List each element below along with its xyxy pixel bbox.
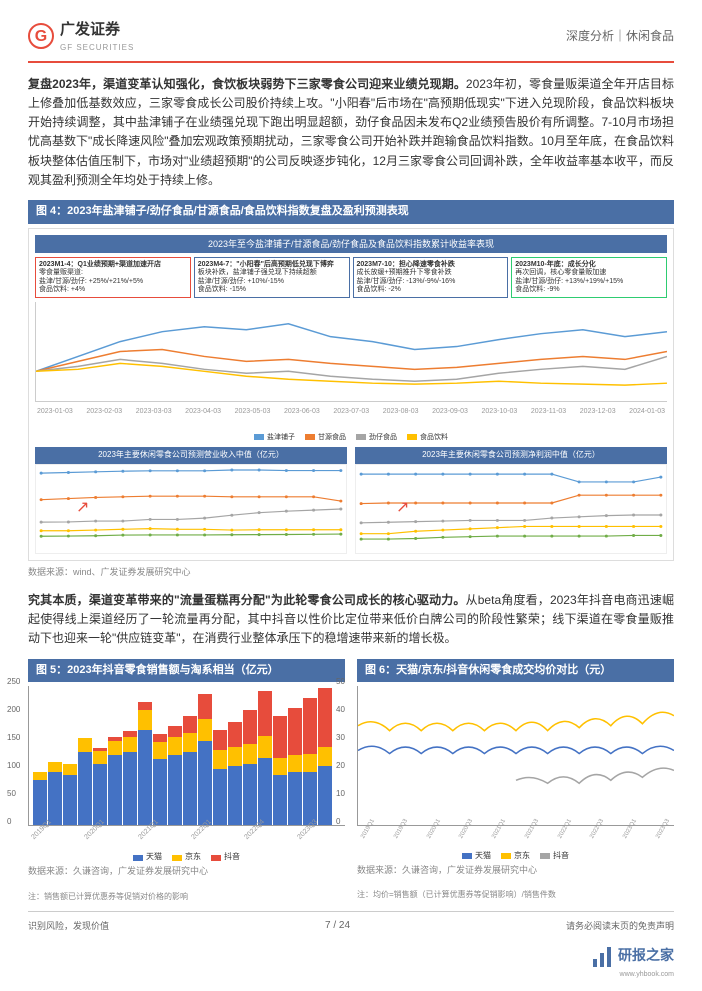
paragraph-2: 究其本质，渠道变革带来的"流量蛋糕再分配"为此轮零食公司成长的核心驱动力。从be… bbox=[28, 591, 674, 649]
source-6: 数据来源：久谦咨询，广发证券发展研究中心 bbox=[357, 863, 674, 877]
fig4-title: 图 4：2023年盐津铺子/劲仔食品/甘源食品/食品饮料指数复盘及盈利预测表现 bbox=[28, 200, 674, 224]
footer: 识别风险，发现价值 7 / 24 请务必阅读末页的免责声明 bbox=[28, 911, 674, 934]
note-6: 注：均价=销售额（已计算优惠券等促销影响）/销售件数 bbox=[357, 889, 674, 902]
paragraph-1: 复盘2023年，渠道变革认知强化，食饮板块弱势下三家零食公司迎来业绩兑现期。20… bbox=[28, 75, 674, 190]
fig6-chart: 0 10 20 30 40 50 bbox=[357, 686, 674, 826]
source-1: 数据来源：wind、广发证券发展研究中心 bbox=[28, 565, 674, 579]
fig5-title: 图 5：2023年抖音零食销售额与淘系相当（亿元） bbox=[28, 659, 345, 683]
brand-en: GF SECURITIES bbox=[60, 42, 134, 55]
logo-icon: G bbox=[28, 23, 54, 49]
fig4-chart: 2023年至今盐津铺子/甘源食品/劲仔食品及食品饮料指数累计收益率表现 2023… bbox=[28, 228, 674, 561]
fig6-title: 图 6：天猫/京东/抖音休闲零食成交均价对比（元） bbox=[357, 659, 674, 683]
fig4-line-chart bbox=[35, 302, 667, 402]
brand: 广发证券 bbox=[60, 18, 134, 42]
footer-left: 识别风险，发现价值 bbox=[28, 919, 109, 933]
fig4-sub1: 2023年主要休闲零食公司预测营业收入中值（亿元） ↗ bbox=[35, 447, 347, 554]
page-number: 7 / 24 bbox=[109, 918, 566, 934]
logo: G 广发证券 GF SECURITIES bbox=[28, 18, 134, 55]
header: G 广发证券 GF SECURITIES 深度分析｜休闲食品 bbox=[28, 18, 674, 63]
fig4-chart-header: 2023年至今盐津铺子/甘源食品/劲仔食品及食品饮料指数累计收益率表现 bbox=[35, 235, 667, 253]
fig4-sub2: 2023年主要休闲零食公司预测净利润中值（亿元） ↗ bbox=[355, 447, 667, 554]
watermark: 研报之家 www.yhbook.com bbox=[28, 944, 674, 980]
header-right: 深度分析｜休闲食品 bbox=[566, 27, 674, 46]
note-5: 注：销售额已计算优惠券等促销对价格的影响 bbox=[28, 891, 345, 904]
fig5-chart: 0 50 100 150 200 250 bbox=[28, 686, 345, 826]
footer-right: 请务必阅读末页的免责声明 bbox=[566, 919, 674, 933]
source-5: 数据来源：久谦咨询，广发证券发展研究中心 bbox=[28, 864, 345, 878]
